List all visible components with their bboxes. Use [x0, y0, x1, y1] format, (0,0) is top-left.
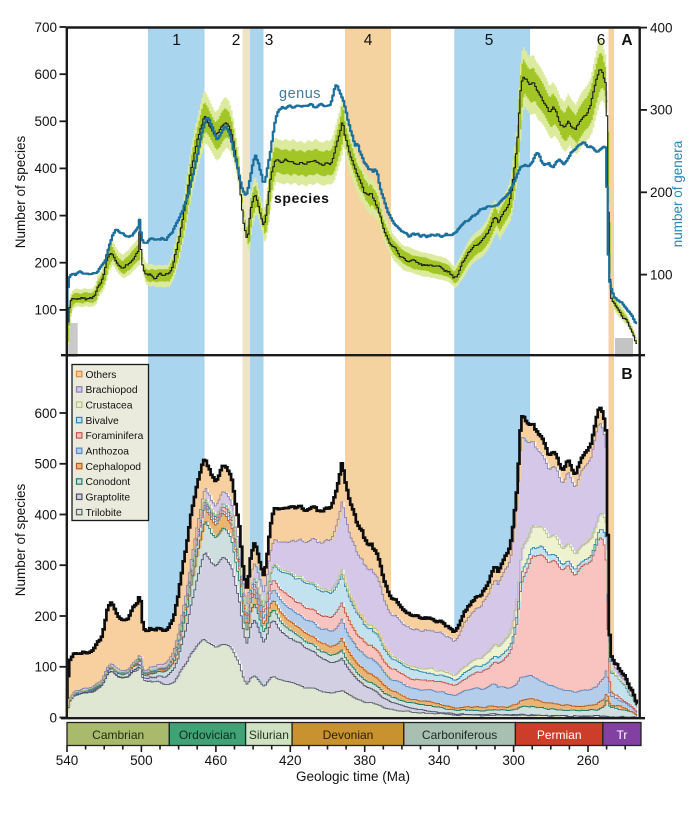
svg-text:3: 3: [265, 32, 274, 49]
svg-text:Number of species: Number of species: [13, 483, 28, 596]
svg-text:Bivalve: Bivalve: [86, 416, 119, 427]
svg-text:genus: genus: [279, 86, 321, 102]
svg-text:Geologic time (Ma): Geologic time (Ma): [296, 769, 410, 784]
svg-text:5: 5: [485, 32, 494, 49]
svg-text:400: 400: [650, 20, 673, 35]
svg-text:700: 700: [34, 20, 57, 35]
svg-text:Crustacea: Crustacea: [86, 401, 133, 412]
svg-text:300: 300: [502, 753, 525, 768]
svg-text:Silurian: Silurian: [249, 728, 289, 742]
svg-text:Brachiopod: Brachiopod: [86, 385, 138, 396]
svg-text:A: A: [621, 32, 632, 49]
svg-text:500: 500: [34, 114, 57, 129]
svg-text:400: 400: [34, 507, 57, 522]
svg-text:Others: Others: [86, 370, 117, 381]
svg-text:100: 100: [34, 660, 57, 675]
svg-text:4: 4: [364, 32, 373, 49]
svg-text:300: 300: [650, 103, 673, 118]
svg-text:600: 600: [34, 406, 57, 421]
svg-text:Foraminifera: Foraminifera: [86, 431, 144, 442]
svg-text:260: 260: [577, 753, 600, 768]
svg-text:Cephalopod: Cephalopod: [86, 462, 142, 473]
svg-text:Devonian: Devonian: [323, 728, 374, 742]
svg-text:0: 0: [49, 710, 57, 725]
svg-text:340: 340: [428, 753, 451, 768]
svg-text:species: species: [274, 190, 330, 206]
svg-text:Permian: Permian: [537, 728, 582, 742]
svg-text:1: 1: [172, 32, 181, 49]
svg-text:380: 380: [353, 753, 376, 768]
svg-text:Tr: Tr: [617, 728, 628, 742]
svg-text:500: 500: [130, 753, 153, 768]
svg-text:2: 2: [232, 32, 241, 49]
svg-text:100: 100: [34, 303, 57, 318]
svg-text:Trilobite: Trilobite: [86, 508, 123, 519]
svg-text:Conodont: Conodont: [86, 477, 131, 488]
svg-text:B: B: [621, 366, 632, 383]
svg-text:600: 600: [34, 67, 57, 82]
svg-text:460: 460: [205, 753, 228, 768]
svg-text:Ordovician: Ordovician: [179, 728, 236, 742]
svg-text:500: 500: [34, 457, 57, 472]
svg-text:200: 200: [650, 185, 673, 200]
svg-text:Graptolite: Graptolite: [86, 493, 131, 504]
svg-text:Carboniferous: Carboniferous: [422, 728, 497, 742]
svg-text:200: 200: [34, 256, 57, 271]
svg-text:420: 420: [279, 753, 302, 768]
svg-text:200: 200: [34, 609, 57, 624]
svg-text:400: 400: [34, 161, 57, 176]
svg-text:6: 6: [597, 32, 606, 49]
svg-text:540: 540: [56, 753, 79, 768]
svg-text:Anthozoa: Anthozoa: [86, 447, 130, 458]
svg-text:300: 300: [34, 208, 57, 223]
svg-text:100: 100: [650, 267, 673, 282]
svg-text:300: 300: [34, 558, 57, 573]
svg-text:Cambrian: Cambrian: [92, 728, 144, 742]
svg-text:number of genera: number of genera: [670, 140, 685, 247]
svg-text:Number of species: Number of species: [13, 135, 28, 248]
